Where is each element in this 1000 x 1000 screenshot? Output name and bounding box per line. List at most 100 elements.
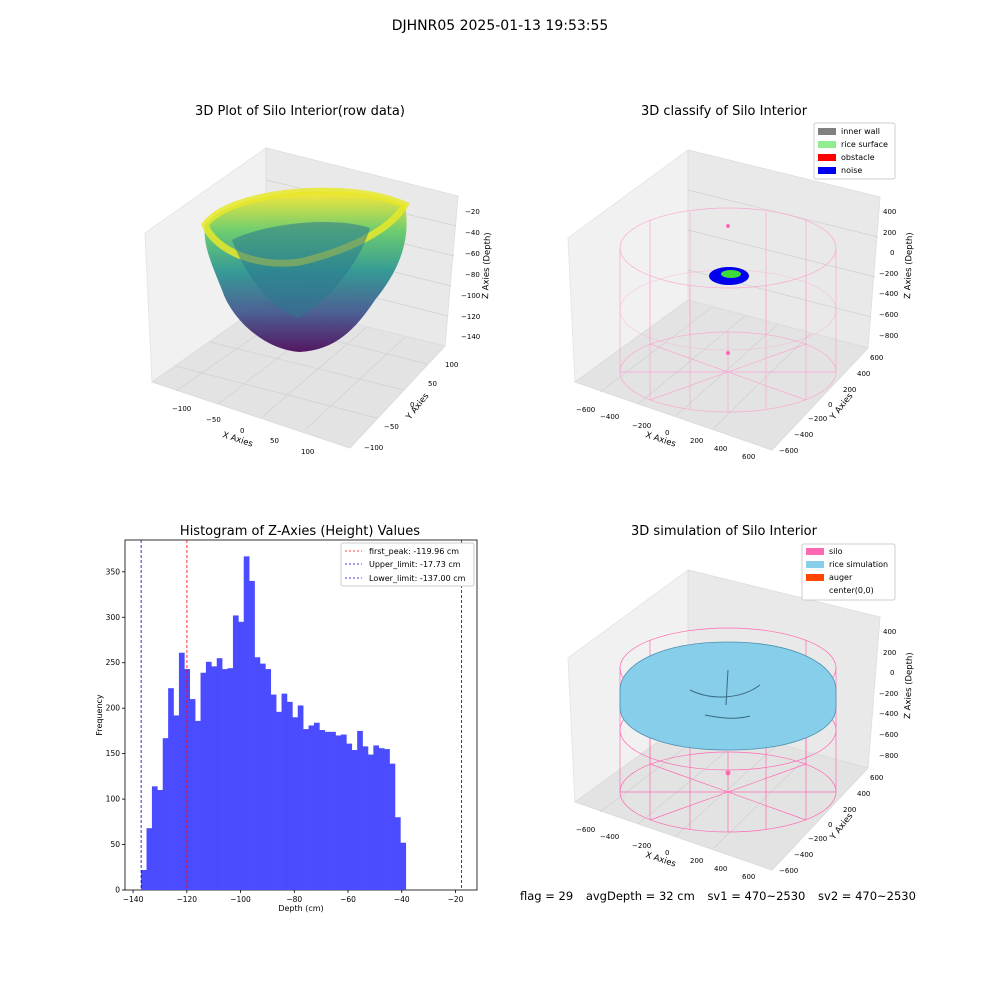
panel1-title: 3D Plot of Silo Interior(row data) [195,104,405,119]
p4-ytick: 600 [870,774,883,782]
status-footer: flag = 29 avgDepth = 32 cm sv1 = 470~253… [520,889,925,903]
p1-ytick: 50 [428,380,437,388]
p2-xtick: −600 [576,406,595,414]
p4-legend: silo rice simulation auger center(0,0) [801,543,896,601]
hist-ytick-label: 0 [115,886,120,895]
hist-bar [173,715,180,890]
hist-bar [151,786,158,890]
hist-bar [211,666,218,890]
hist-ylabel: Frequency [95,694,104,736]
hist-ytick-label: 250 [106,658,121,667]
p4-ytick: −400 [794,851,813,859]
flag-value: flag = 29 [520,889,574,903]
p2-xtick: 0 [665,429,669,437]
p4-ytick: −200 [808,835,827,843]
p4-ytick: 400 [857,790,870,798]
p2-ytick: 200 [843,386,856,394]
avg-depth-value: avgDepth = 32 cm [585,889,695,903]
hist-bar [286,701,293,890]
hist-bar [378,748,385,890]
p2-ztick: 200 [883,229,896,237]
p2-rice-surface [721,270,741,278]
p2-legend-swatch [818,128,836,135]
hist-bar [373,745,380,890]
hist-bar [189,699,196,890]
hist-bar [157,790,164,890]
p1-ytick: −100 [364,444,383,452]
hist-legend-label: Lower_limit: -137.00 cm [369,574,466,583]
p1-xtick: 0 [240,427,244,435]
p2-xtick: −200 [632,422,651,430]
hist-bar [346,743,353,890]
hist-bar [141,870,147,890]
p1-ztick: −80 [465,271,480,279]
panel2-title: 3D classify of Silo Interior [640,104,808,119]
hist-bar [319,730,326,890]
hist-bar [313,722,320,890]
hist-bar [222,669,228,890]
hist-bar [259,663,266,890]
p2-ytick: −600 [779,447,798,455]
p4-xtick: −600 [576,826,595,834]
hist-bar [227,668,234,890]
p1-ztick: −40 [465,229,480,237]
p1-xtick: 100 [301,448,314,456]
p2-zlabel: Z Axies (Depth) [903,232,915,299]
p4-ztick: −400 [879,710,898,718]
p1-ylabel: Y Axies [404,391,432,423]
hist-bar [308,725,315,890]
p4-rice-simulation [619,641,837,751]
hist-bar [400,842,407,890]
hist-bar [205,661,212,890]
hist-bar [195,720,201,890]
p1-xtick: 50 [270,437,279,445]
p4-legend-swatch [806,548,824,555]
hist-ytick-label: 200 [106,704,121,713]
p2-ytick: 0 [828,401,832,409]
p2-legend-swatch [818,141,836,148]
p4-legend-label: silo [829,547,843,556]
p2-legend-label: noise [841,166,862,175]
sv1-value: sv1 = 470~2530 [707,889,806,903]
hist-xtick-label: −20 [448,895,464,904]
hist-bar [384,749,390,890]
hist-bar [146,828,153,890]
p2-legend-label: inner wall [841,127,880,136]
p4-ztick: 400 [883,628,896,636]
hist-bar [292,717,299,890]
p2-legend-swatch [818,154,836,161]
p4-ztick: −600 [879,731,898,739]
p2-legend-label: rice surface [841,140,888,149]
p2-ztick: −400 [879,290,898,298]
p2-ztick: −600 [879,311,898,319]
hist-bar [357,730,363,890]
p4-xlabel: X Axies [644,850,677,869]
hist-bar [232,615,239,890]
histogram-title: Histogram of Z-Axies (Height) Values [179,524,421,539]
p4-legend-label: auger [829,573,853,582]
p4-ztick: 0 [890,669,894,677]
hist-xtick-label: −140 [123,895,144,904]
p4-ztick: −800 [879,752,898,760]
hist-bar [168,688,174,890]
p4-ztick: −200 [879,690,898,698]
p2-legend-label: obstacle [841,153,875,162]
p1-ztick: −20 [465,208,480,216]
panel1-3d-plot: −100 −50 0 50 100 100 50 0 −50 −100 −20 … [144,147,493,456]
p4-xtick: 200 [690,857,703,865]
p4-legend-label: center(0,0) [829,586,874,595]
p2-xlabel: X Axies [644,430,677,449]
p1-xlabel: X Axies [221,430,254,449]
hist-xtick-label: −40 [394,895,410,904]
p1-ztick: −60 [465,250,480,258]
p4-ytick: 200 [843,806,856,814]
p4-ztick: 200 [883,649,896,657]
p4-zlabel: Z Axies (Depth) [903,652,915,719]
p4-ytick: −600 [779,867,798,875]
hist-bar [303,729,309,890]
hist-bar [351,750,358,890]
p4-xtick: 400 [714,865,727,873]
hist-bar [281,693,288,890]
p2-ytick: −400 [794,431,813,439]
